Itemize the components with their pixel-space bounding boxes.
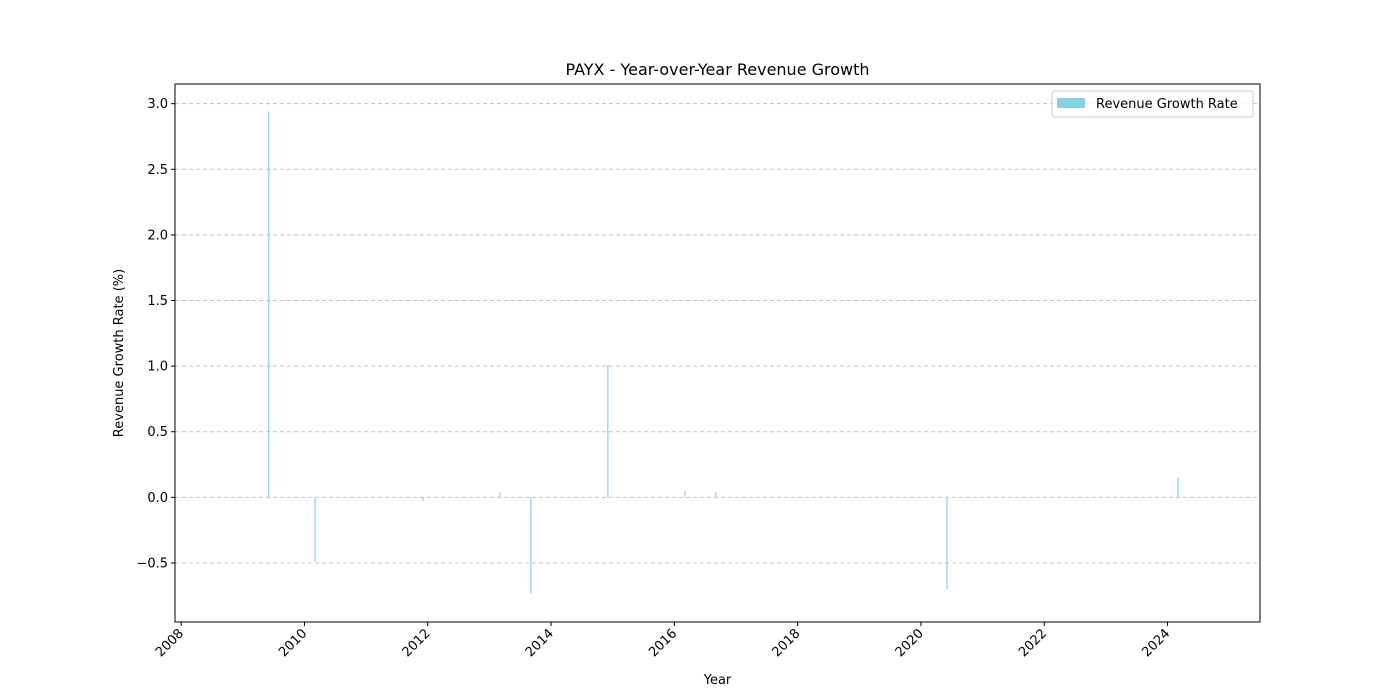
y-tick-label: −0.5 <box>136 556 168 571</box>
y-tick-label: 1.5 <box>147 294 168 309</box>
y-tick-label: 0.0 <box>147 491 168 506</box>
y-tick-label: 3.0 <box>147 97 168 112</box>
y-tick-label: 0.5 <box>147 425 168 440</box>
y-tick-label: 2.5 <box>147 163 168 178</box>
bar <box>314 497 316 562</box>
y-tick-label: 2.0 <box>147 228 168 243</box>
legend-swatch <box>1057 98 1085 108</box>
legend-label: Revenue Growth Rate <box>1096 97 1238 112</box>
bar <box>499 492 501 498</box>
bar <box>715 492 717 498</box>
y-axis-ticks: −0.5 0.0 0.5 1.0 1.5 2.0 2.5 3.0 <box>136 97 175 571</box>
legend: Revenue Growth Rate <box>1051 90 1254 118</box>
bar <box>946 497 948 590</box>
legend-box <box>1051 90 1254 118</box>
bar <box>684 490 686 498</box>
chart-title: PAYX - Year-over-Year Revenue Growth <box>565 60 869 79</box>
y-axis-title: Revenue Growth Rate (%) <box>112 269 127 437</box>
bar <box>422 497 424 502</box>
bar <box>268 111 270 498</box>
x-axis-title: Year <box>703 673 732 688</box>
bar <box>1177 477 1179 498</box>
y-tick-label: 1.0 <box>147 360 168 375</box>
plot-frame <box>174 83 1261 623</box>
grid-layer <box>175 103 1260 564</box>
bar <box>607 364 609 498</box>
bars-layer <box>268 111 1179 594</box>
bar <box>530 497 532 594</box>
